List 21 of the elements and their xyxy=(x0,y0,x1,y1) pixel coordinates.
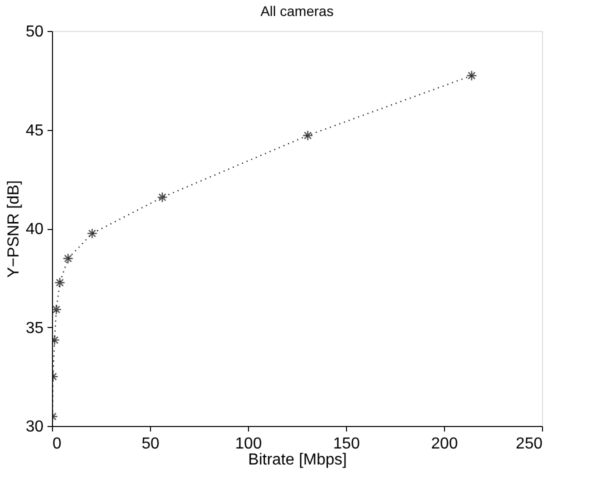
x-tick-label: 150 xyxy=(333,436,360,452)
x-tick-label: 250 xyxy=(516,436,543,452)
x-tick-label: 0 xyxy=(52,436,62,452)
y-tick-label: 45 xyxy=(26,122,44,140)
point xyxy=(86,228,98,239)
x-tick-label: 200 xyxy=(431,436,458,452)
point xyxy=(157,192,168,203)
point xyxy=(302,130,314,141)
point xyxy=(466,70,477,81)
y-tick-label: 50 xyxy=(26,24,44,40)
y-axis-title: Y−PSNR [dB] xyxy=(6,180,23,278)
chart-title: All cameras xyxy=(260,3,334,19)
y-tick-label: 35 xyxy=(26,320,44,337)
y-tick-label: 30 xyxy=(26,418,44,436)
point xyxy=(52,304,62,315)
point xyxy=(62,253,74,264)
x-tick-label: 50 xyxy=(142,436,160,452)
y-tick-label: 40 xyxy=(26,221,44,238)
x-tick-label: 100 xyxy=(235,436,262,452)
point xyxy=(54,277,66,288)
x-axis-title: Bitrate [Mbps] xyxy=(248,452,347,468)
